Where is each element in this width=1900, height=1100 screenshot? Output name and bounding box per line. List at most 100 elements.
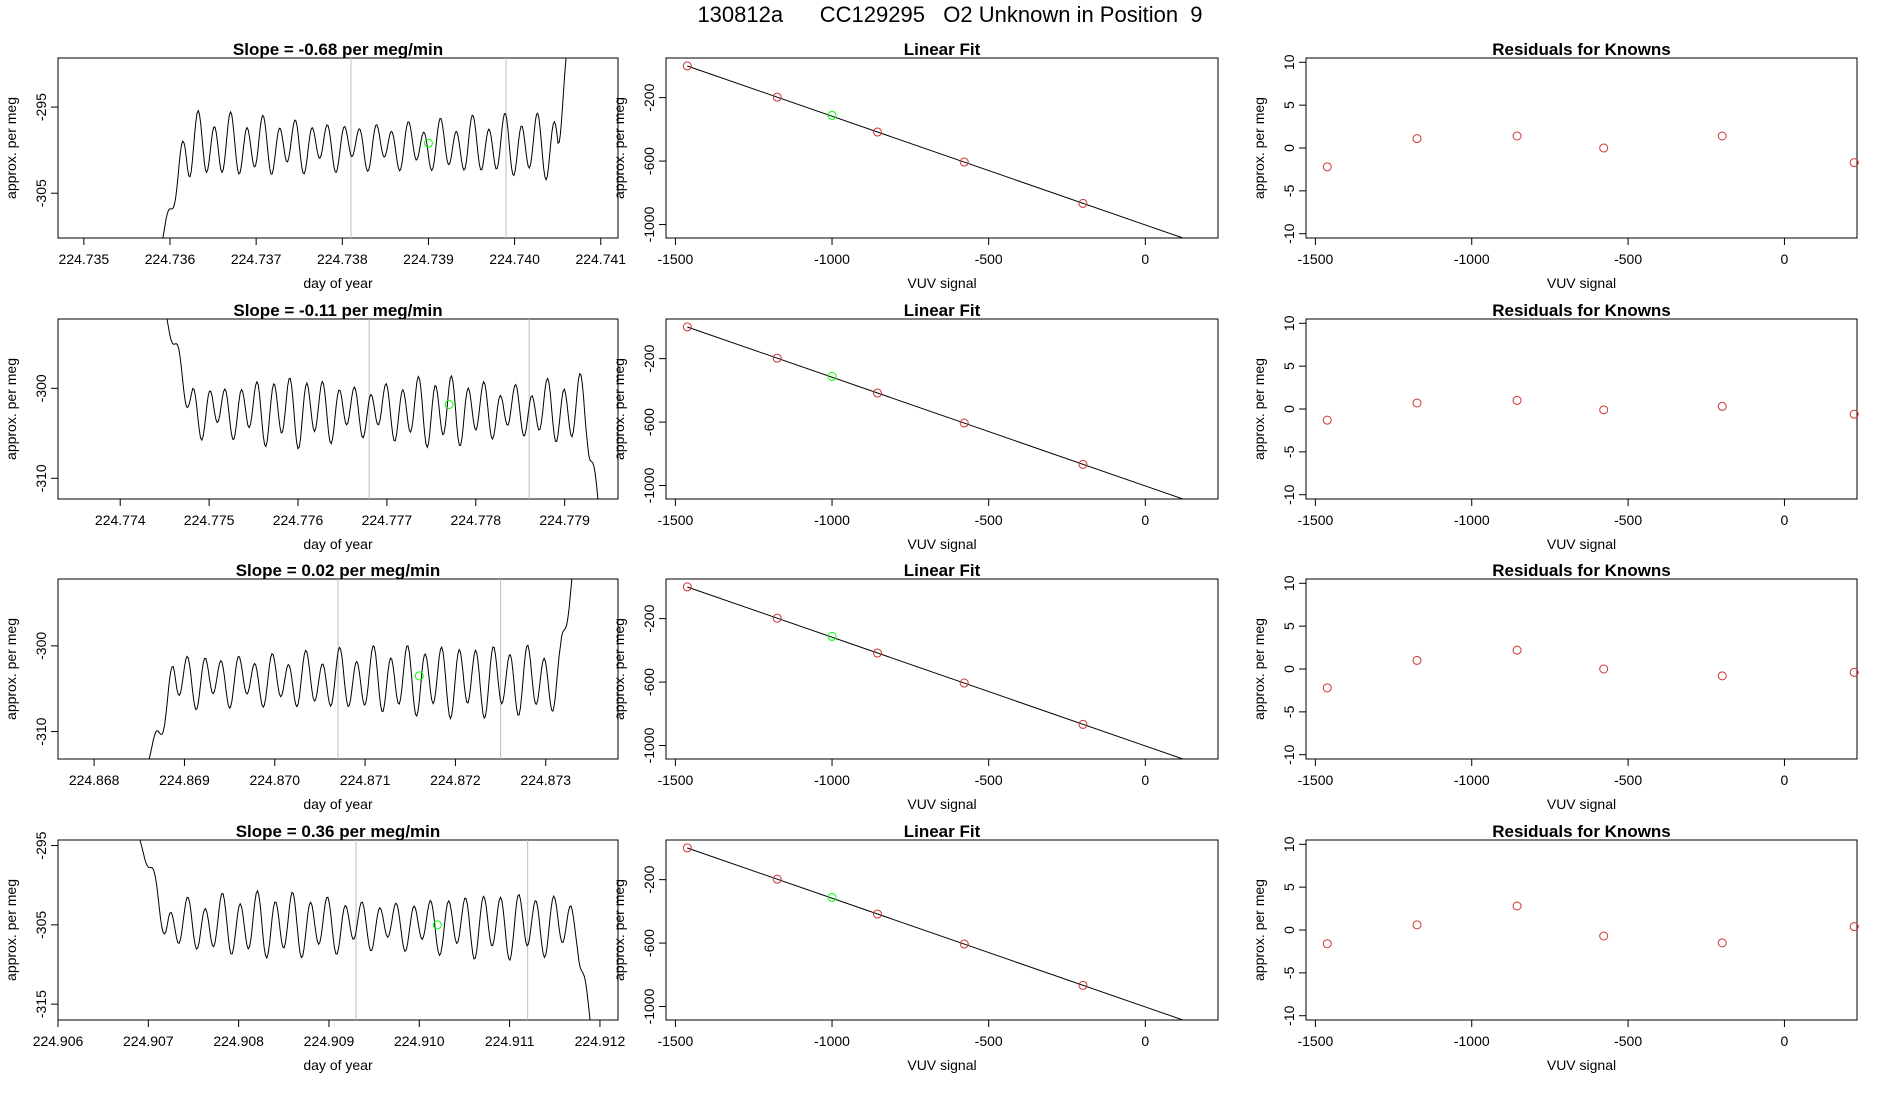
y-tick-label: -1000 — [641, 727, 657, 763]
panel-1-1: Slope = -0.68 per meg/min day of year appr… — [3, 40, 626, 291]
unknown-point — [827, 631, 837, 641]
plot-title: Residuals for Knowns — [1492, 822, 1671, 841]
residual-point — [1849, 158, 1859, 168]
y-tick-label: 5 — [1281, 101, 1297, 109]
x-tick-label: -500 — [1614, 512, 1642, 528]
fit-line — [687, 65, 1185, 238]
y-axis-label: approx. per meg — [611, 618, 627, 720]
plot-frame — [665, 318, 1219, 500]
plot-frame — [1305, 578, 1858, 760]
y-tick-label: -310 — [33, 717, 49, 745]
known-point — [1078, 719, 1088, 729]
y-tick-label: -315 — [33, 990, 49, 1018]
plot-frame — [665, 57, 1219, 239]
x-tick-label: -1000 — [814, 1033, 850, 1049]
plot-title: Slope = 0.02 per meg/min — [236, 561, 441, 580]
x-tick-label: 224.775 — [184, 512, 235, 528]
y-axis-label: approx. per meg — [611, 97, 627, 199]
known-point — [1211, 1027, 1219, 1035]
y-tick-label: -200 — [641, 865, 657, 893]
x-tick-label: 224.907 — [123, 1033, 174, 1049]
residual-point — [1717, 401, 1727, 411]
fit-line — [687, 586, 1185, 759]
y-tick-label: -10 — [1281, 223, 1297, 243]
unknown-mean-point — [432, 920, 442, 930]
residual-point — [1512, 645, 1522, 655]
x-tick-label: -500 — [975, 772, 1003, 788]
y-tick-label: -5 — [1281, 966, 1297, 979]
unknown-mean-point — [423, 138, 433, 148]
x-tick-label: -1000 — [814, 772, 850, 788]
y-tick-label: -5 — [1281, 445, 1297, 458]
y-tick-label: -295 — [33, 831, 49, 859]
y-tick-label: -1000 — [641, 206, 657, 242]
y-tick-label: 5 — [1281, 362, 1297, 370]
residual-point — [1599, 143, 1609, 153]
panel-3-2: Linear Fit VUV signal approx. per meg -1500… — [611, 561, 1219, 812]
fit-line — [687, 847, 1185, 1020]
y-tick-label: -10 — [1281, 744, 1297, 764]
known-point — [772, 613, 782, 623]
known-point — [772, 874, 782, 884]
x-tick-label: 224.740 — [489, 251, 540, 267]
x-tick-label: 0 — [1781, 512, 1789, 528]
y-tick-label: -10 — [1281, 1005, 1297, 1025]
x-axis-label: VUV signal — [907, 1057, 976, 1073]
known-point — [872, 648, 882, 658]
x-tick-label: 0 — [1141, 512, 1149, 528]
y-tick-label: -600 — [641, 668, 657, 696]
plot-frame — [665, 839, 1219, 1021]
y-tick-label: -200 — [641, 344, 657, 372]
x-tick-label: 224.739 — [403, 251, 454, 267]
residual-point — [1599, 931, 1609, 941]
y-tick-label: 10 — [1281, 836, 1297, 852]
fit-line — [687, 326, 1185, 499]
plot-frame — [1305, 318, 1858, 500]
panel-3-1: Slope = 0.02 per meg/min day of year appro… — [3, 561, 619, 812]
x-tick-label: -500 — [1614, 772, 1642, 788]
residual-point — [1412, 398, 1422, 408]
y-axis-label: approx. per meg — [3, 358, 19, 460]
x-tick-label: 224.869 — [159, 772, 210, 788]
plot-frame — [665, 578, 1219, 760]
y-tick-label: 10 — [1281, 315, 1297, 331]
x-axis-label: VUV signal — [1547, 275, 1616, 291]
y-tick-label: -295 — [33, 93, 49, 121]
plot-frame — [1305, 839, 1858, 1021]
known-point — [872, 127, 882, 137]
known-point — [872, 909, 882, 919]
panel-1-3: Residuals for Knowns VUV signal approx. pe… — [1251, 40, 1859, 291]
y-tick-label: -300 — [33, 632, 49, 660]
x-tick-label: 0 — [1781, 772, 1789, 788]
residual-point — [1322, 162, 1332, 172]
known-point — [1078, 198, 1088, 208]
x-tick-label: -1500 — [1297, 251, 1333, 267]
x-tick-label: 0 — [1141, 251, 1149, 267]
x-tick-label: 224.912 — [575, 1033, 626, 1049]
unknown-mean-point — [414, 671, 424, 681]
y-tick-label: -600 — [641, 929, 657, 957]
y-axis-label: approx. per meg — [1251, 97, 1267, 199]
x-tick-label: 224.736 — [145, 251, 196, 267]
page-title: 130812a CC129295 O2 Unknown in Position … — [697, 2, 1203, 27]
residual-point — [1849, 667, 1859, 677]
panel-2-1: Slope = -0.11 per meg/min day of year appr… — [3, 301, 619, 552]
x-tick-label: 224.776 — [273, 512, 324, 528]
x-tick-label: -1500 — [1297, 1033, 1333, 1049]
known-point — [1211, 245, 1219, 253]
x-tick-label: -1000 — [1454, 772, 1490, 788]
x-axis-label: VUV signal — [907, 275, 976, 291]
residual-point — [1849, 922, 1859, 932]
y-tick-label: -310 — [33, 464, 49, 492]
panel-2-2: Linear Fit VUV signal approx. per meg -1500… — [611, 301, 1219, 552]
x-tick-label: 224.908 — [213, 1033, 264, 1049]
residual-point — [1322, 683, 1332, 693]
known-point — [682, 61, 692, 71]
x-tick-label: -1500 — [657, 772, 693, 788]
x-tick-label: 224.777 — [362, 512, 413, 528]
x-tick-label: 224.870 — [249, 772, 300, 788]
y-tick-label: 5 — [1281, 883, 1297, 891]
y-tick-label: -600 — [641, 147, 657, 175]
residual-point — [1599, 664, 1609, 674]
